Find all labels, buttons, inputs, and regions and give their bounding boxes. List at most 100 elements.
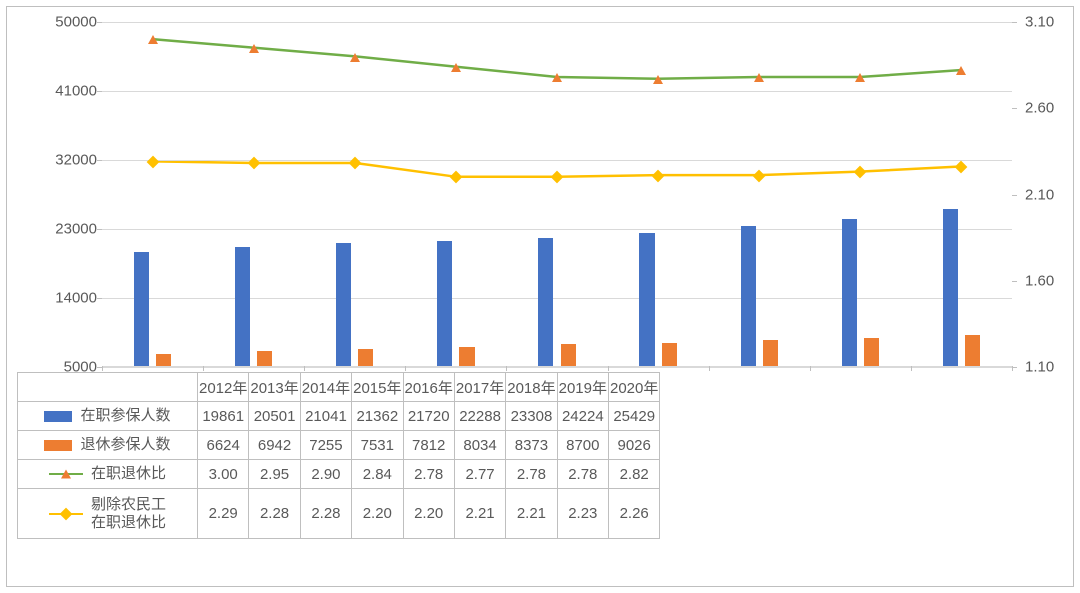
category-header: 2012年: [198, 373, 249, 402]
bar-s1: [336, 243, 351, 366]
data-cell: 2.78: [506, 460, 557, 489]
data-cell: 21362: [352, 402, 403, 431]
data-cell: 22288: [454, 402, 505, 431]
category-header: 2015年: [352, 373, 403, 402]
y-right-tick: 1.10: [1025, 359, 1080, 376]
data-cell: 3.00: [198, 460, 249, 489]
y-left-tick: 50000: [7, 14, 97, 31]
data-cell: 7531: [352, 431, 403, 460]
bar-s1: [842, 219, 857, 366]
data-cell: 2.78: [557, 460, 608, 489]
legend-cell-s2: 退休参保人数: [18, 431, 198, 460]
data-cell: 2.20: [352, 489, 403, 539]
data-cell: 2.90: [300, 460, 351, 489]
data-cell: 20501: [249, 402, 300, 431]
y-left-tick: 41000: [7, 83, 97, 100]
table-row: 剔除农民工在职退休比2.292.282.282.202.202.212.212.…: [18, 489, 660, 539]
y-left-tick: 32000: [7, 152, 97, 169]
bar-s2: [156, 354, 171, 366]
marker-triangle: [855, 73, 865, 82]
data-cell: 2.26: [609, 489, 660, 539]
category-header: 2018年: [506, 373, 557, 402]
data-cell: 2.21: [454, 489, 505, 539]
table-header-row: 2012年2013年2014年2015年2016年2017年2018年2019年…: [18, 373, 660, 402]
data-cell: 8700: [557, 431, 608, 460]
legend-cell-s4: 剔除农民工在职退休比: [18, 489, 198, 539]
data-cell: 2.28: [300, 489, 351, 539]
series-name: 在职参保人数: [80, 407, 170, 425]
category-header: 2017年: [454, 373, 505, 402]
y-axis-right: 1.101.602.102.603.10: [1017, 22, 1073, 367]
bar-s2: [561, 344, 576, 366]
y-right-tick: 1.60: [1025, 272, 1080, 289]
marker-triangle: [653, 75, 663, 84]
data-cell: 2.82: [609, 460, 660, 489]
bar-s2: [662, 343, 677, 366]
marker-triangle: [249, 44, 259, 53]
category-header: 2020年: [609, 373, 660, 402]
category-header: 2014年: [300, 373, 351, 402]
data-cell: 21720: [403, 402, 454, 431]
data-cell: 2.20: [403, 489, 454, 539]
table-row: 在职参保人数 1986120501210412136221720222882330…: [18, 402, 660, 431]
category-header: 2016年: [403, 373, 454, 402]
legend-cell-s1: 在职参保人数: [18, 402, 198, 431]
bar-s2: [763, 340, 778, 366]
marker-triangle: [552, 73, 562, 82]
marker-triangle: [754, 73, 764, 82]
bar-s1: [538, 238, 553, 366]
data-cell: 2.95: [249, 460, 300, 489]
bar-s1: [741, 226, 756, 366]
data-cell: 6624: [198, 431, 249, 460]
data-cell: 6942: [249, 431, 300, 460]
data-cell: 2.84: [352, 460, 403, 489]
legend-cell-s3: 在职退休比: [18, 460, 198, 489]
data-cell: 8034: [454, 431, 505, 460]
bar-s1: [134, 252, 149, 366]
bar-s2: [965, 335, 980, 366]
data-cell: 7812: [403, 431, 454, 460]
bar-s2: [864, 338, 879, 366]
marker-triangle: [956, 66, 966, 75]
chart-container: 50001400023000320004100050000 1.101.602.…: [6, 6, 1074, 587]
data-cell: 2.77: [454, 460, 505, 489]
series-name: 在职退休比: [91, 465, 166, 483]
y-left-tick: 23000: [7, 221, 97, 238]
data-cell: 21041: [300, 402, 351, 431]
data-cell: 8373: [506, 431, 557, 460]
series-name: 剔除农民工在职退休比: [91, 496, 166, 532]
bar-s2: [358, 349, 373, 366]
marker-triangle: [350, 53, 360, 62]
category-header: 2019年: [557, 373, 608, 402]
plot-area: [102, 22, 1012, 367]
y-right-tick: 2.10: [1025, 186, 1080, 203]
bar-s2: [459, 347, 474, 366]
data-cell: 2.78: [403, 460, 454, 489]
y-left-tick: 14000: [7, 290, 97, 307]
table-row: 退休参保人数 6624694272557531781280348373870090…: [18, 431, 660, 460]
data-cell: 25429: [609, 402, 660, 431]
bar-s1: [943, 209, 958, 366]
marker-triangle: [148, 35, 158, 44]
data-cell: 24224: [557, 402, 608, 431]
data-cell: 2.23: [557, 489, 608, 539]
y-axis-left: 50001400023000320004100050000: [7, 22, 97, 367]
table-row: 在职退休比3.002.952.902.842.782.772.782.782.8…: [18, 460, 660, 489]
bar-s1: [235, 247, 250, 366]
marker-triangle: [451, 63, 461, 72]
series-name: 退休参保人数: [80, 436, 170, 454]
y-right-tick: 3.10: [1025, 14, 1080, 31]
bar-s2: [257, 351, 272, 366]
data-table: 2012年2013年2014年2015年2016年2017年2018年2019年…: [17, 372, 660, 539]
category-header: 2013年: [249, 373, 300, 402]
bar-s1: [639, 233, 654, 366]
data-cell: 2.21: [506, 489, 557, 539]
bar-s1: [437, 241, 452, 366]
data-cell: 23308: [506, 402, 557, 431]
data-cell: 7255: [300, 431, 351, 460]
data-cell: 9026: [609, 431, 660, 460]
y-right-tick: 2.60: [1025, 100, 1080, 117]
data-cell: 2.28: [249, 489, 300, 539]
data-cell: 19861: [198, 402, 249, 431]
data-cell: 2.29: [198, 489, 249, 539]
